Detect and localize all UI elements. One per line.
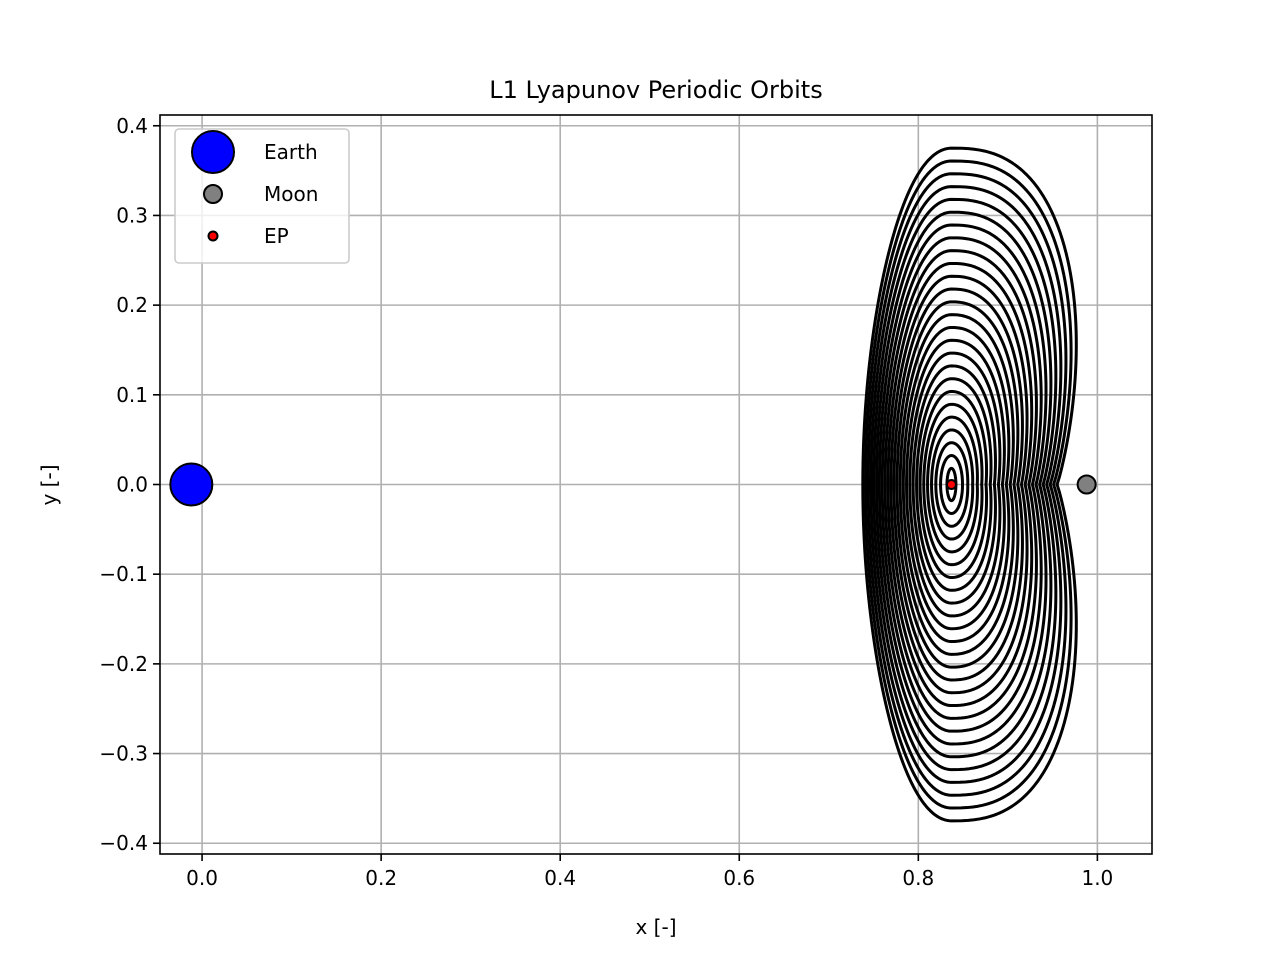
orbit-path [905, 338, 1006, 631]
body-marker-moon [1076, 474, 1097, 495]
y-tick-label: 0.4 [116, 114, 148, 138]
y-tick-label: 0.3 [116, 203, 148, 227]
legend-marker-moon [203, 184, 223, 204]
orbit-path [877, 223, 1048, 746]
chart-title: L1 Lyapunov Periodic Orbits [489, 76, 822, 104]
orbit-path [883, 249, 1038, 720]
body-marker-earth [169, 462, 214, 507]
legend: Earth Moon EP [174, 128, 350, 264]
orbit-path [880, 236, 1043, 733]
orbit-path [930, 428, 975, 541]
legend-label-moon: Moon [264, 182, 318, 206]
orbit-path [864, 159, 1073, 810]
y-tick-label: −0.3 [99, 742, 148, 766]
x-tick-label: 0.8 [902, 866, 934, 890]
x-tick-label: 0.4 [544, 866, 576, 890]
y-tick-label: −0.1 [99, 562, 148, 586]
legend-marker-ep [207, 230, 219, 242]
orbit-path [866, 172, 1068, 797]
orbit-path [939, 454, 964, 515]
legend-label-earth: Earth [264, 140, 318, 164]
orbit-path [892, 287, 1024, 682]
y-axis-label: y [-] [37, 464, 61, 505]
y-tick-label: −0.2 [99, 652, 148, 676]
orbit-path [861, 146, 1078, 823]
legend-marker-earth [191, 130, 235, 174]
y-tick-label: −0.4 [99, 831, 148, 855]
orbit-path [908, 351, 1002, 618]
x-axis-label: x [-] [635, 915, 676, 939]
orbit-path [898, 313, 1015, 656]
ticks: 0.0 0.2 0.4 0.6 0.8 1.0 0.4 0.3 0.2 0.1 0.0 −0.1 −0.… [99, 114, 1113, 890]
orbit-path [922, 402, 984, 567]
orbit-path [889, 274, 1029, 695]
orbit-path [934, 441, 970, 528]
orbit-path [911, 364, 997, 605]
orbit-path [875, 210, 1053, 759]
bodies [169, 462, 1097, 507]
legend-label-ep: EP [264, 224, 289, 248]
orbit-path [869, 185, 1063, 784]
orbit-path [901, 325, 1011, 644]
y-tick-label: 0.0 [116, 473, 148, 497]
y-tick-label: 0.2 [116, 293, 148, 317]
x-tick-label: 1.0 [1081, 866, 1113, 890]
body-marker-ep [945, 479, 957, 490]
x-tick-label: 0.6 [723, 866, 755, 890]
x-tick-label: 0.0 [186, 866, 218, 890]
orbit-path [895, 300, 1020, 669]
orbit-path [926, 415, 979, 554]
orbit-path [915, 377, 993, 592]
orbit-path [918, 390, 989, 579]
y-tick-label: 0.1 [116, 383, 148, 407]
orbit-path [886, 261, 1034, 708]
orbit-family [861, 146, 1078, 823]
orbit-path [872, 197, 1058, 772]
x-tick-label: 0.2 [365, 866, 397, 890]
